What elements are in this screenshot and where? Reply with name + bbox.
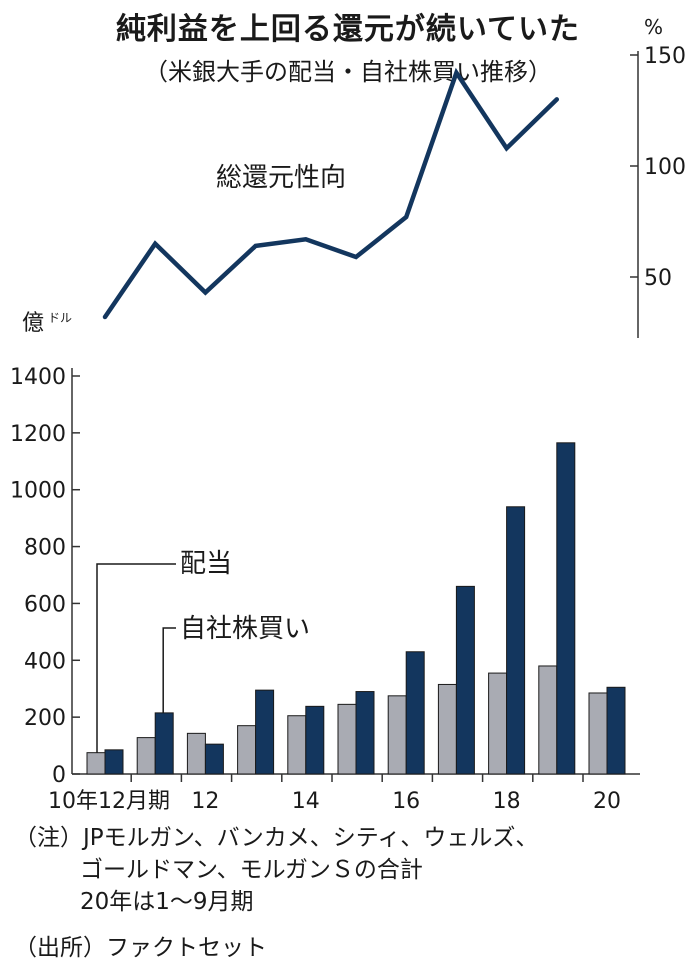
bar-y-tick-label: 400 [24, 649, 66, 674]
dividend-legend-label: 配当 [180, 549, 232, 579]
dividend-bar [237, 725, 257, 775]
line-y-tick-label: 150 [644, 44, 686, 69]
bar-unit-label-small: ドル [48, 311, 72, 325]
bar-x-tick-label: 14 [292, 789, 320, 814]
buyback-bar [104, 749, 124, 775]
total-payout-point [506, 147, 508, 149]
footnote-line-3: 20年は1～9月期 [80, 889, 254, 915]
bar-y-tick-label: 800 [24, 536, 66, 561]
buyback-bar [606, 686, 626, 775]
total-payout-point [455, 72, 457, 74]
buyback-bar [455, 585, 475, 775]
footnote: （注）JPモルガン、バンカメ、シティ、ウェルズ、 ゴールドマン、モルガンＳの合計… [14, 822, 538, 918]
buyback-bar [154, 712, 174, 775]
dividend-bar [337, 703, 357, 775]
chart-subtitle: （米銀大手の配当・自社株買い推移） [144, 58, 552, 86]
bar-y-tick-label: 1400 [10, 365, 66, 390]
bar-y-tick-label: 600 [24, 592, 66, 617]
buyback-bar [255, 689, 275, 775]
dividend-bar [437, 683, 457, 775]
buyback-bar [405, 651, 425, 775]
line-y-tick-label: 50 [644, 266, 672, 291]
total-payout-point [355, 256, 357, 258]
total-payout-point [255, 245, 257, 247]
dividend-bar [287, 715, 307, 775]
dividend-bar [387, 695, 407, 775]
footnote-line-1: （注）JPモルガン、バンカメ、シティ、ウェルズ、 [14, 825, 539, 851]
source-note: （出所）ファクトセット [14, 935, 267, 961]
dividend-bar [488, 672, 508, 775]
buyback-callout-line [162, 627, 176, 713]
chart-title: 純利益を上回る還元が続いていた [115, 12, 581, 47]
dividend-bar [588, 692, 608, 775]
bar-x-tick-label: 10年12月期 [48, 789, 170, 814]
total-payout-point [154, 243, 156, 245]
total-payout-point [204, 292, 206, 294]
buyback-bar [305, 705, 325, 775]
dividend-bar [86, 752, 106, 775]
bar-y-tick-label: 1000 [10, 479, 66, 504]
total-payout-point [556, 98, 558, 100]
bar-unit-label: 億 [22, 311, 44, 336]
buyback-bar [204, 743, 224, 775]
footnote-line-2: ゴールドマン、モルガンＳの合計 [80, 857, 423, 883]
buyback-legend-label: 自社株買い [180, 614, 310, 644]
total-payout-point [104, 316, 106, 318]
dividend-bar [186, 732, 206, 775]
bar-x-tick-label: 16 [392, 789, 420, 814]
dividend-bar [136, 737, 156, 775]
line-y-tick-label: 100 [644, 155, 686, 180]
dividend-callout-line [96, 563, 176, 753]
buyback-bar [506, 506, 526, 775]
line-series-label: 総還元性向 [216, 163, 346, 193]
line-unit-label: % [644, 15, 663, 39]
bar-x-tick-label: 12 [191, 789, 219, 814]
total-payout-point [305, 238, 307, 240]
bar-y-tick-label: 200 [24, 706, 66, 731]
total-payout-point [405, 216, 407, 218]
bar-y-tick-label: 1200 [10, 422, 66, 447]
bar-y-tick-label: 0 [52, 763, 66, 788]
buyback-bar [355, 691, 375, 775]
buyback-bar [556, 442, 576, 775]
total-payout-line [102, 67, 560, 320]
bar-x-tick-label: 18 [493, 789, 521, 814]
dividend-bar [538, 665, 558, 775]
bar-x-tick-label: 20 [593, 789, 621, 814]
